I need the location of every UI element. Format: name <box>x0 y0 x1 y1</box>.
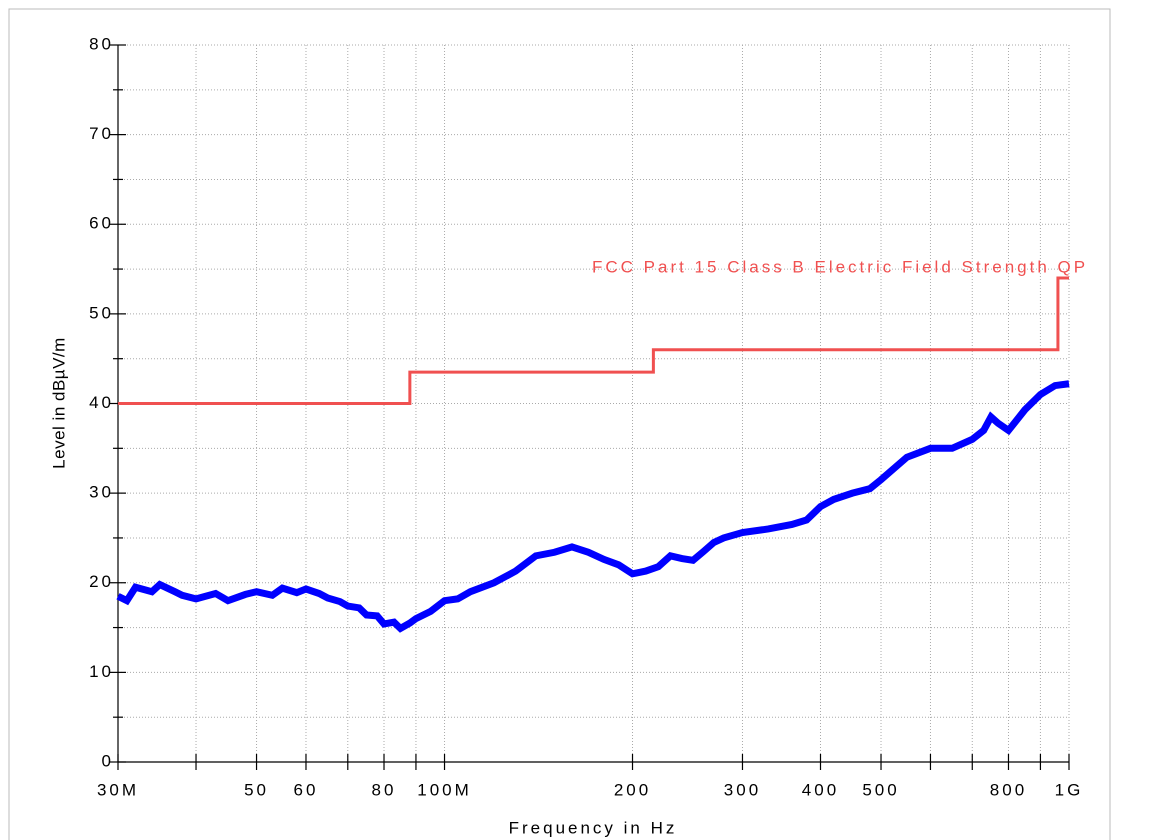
y-tick-label: 30 <box>89 483 114 502</box>
y-tick-label: 70 <box>89 124 114 143</box>
y-tick-label: 60 <box>89 214 114 233</box>
frame <box>8 8 1111 840</box>
series-line <box>118 276 1069 405</box>
x-tick-label: 400 <box>802 780 839 799</box>
x-tick-label: 500 <box>862 780 899 799</box>
series-label: FCC Part 15 Class B Electric Field Stren… <box>592 257 1088 276</box>
y-axis-label: Level in dBµV/m <box>49 337 68 469</box>
plot: 0 10 20 30 40 50 60 70 80 30M 50 60 80 100M 200 300 400 5… <box>89 34 1088 799</box>
y-tick-label: 50 <box>89 303 114 322</box>
y-tick-label: 10 <box>89 662 114 681</box>
x-tick-label: 50 <box>244 780 269 799</box>
y-tick-label: 0 <box>102 751 114 770</box>
x-tick-label: 800 <box>990 780 1027 799</box>
x-tick-label: 1G <box>1055 780 1084 799</box>
x-tick-label: 300 <box>724 780 761 799</box>
series-line <box>116 380 1070 633</box>
x-tick-label: 60 <box>294 780 319 799</box>
y-tick-label: 20 <box>89 572 114 591</box>
x-axis-label: Frequency in Hz <box>509 818 678 837</box>
x-tick-label: 80 <box>372 780 397 799</box>
y-tick-label: 40 <box>89 393 114 412</box>
x-tick-label: 200 <box>614 780 651 799</box>
x-tick-label: 30M <box>97 780 139 799</box>
y-tick-label: 80 <box>89 34 114 53</box>
x-tick-label: 100M <box>417 780 472 799</box>
